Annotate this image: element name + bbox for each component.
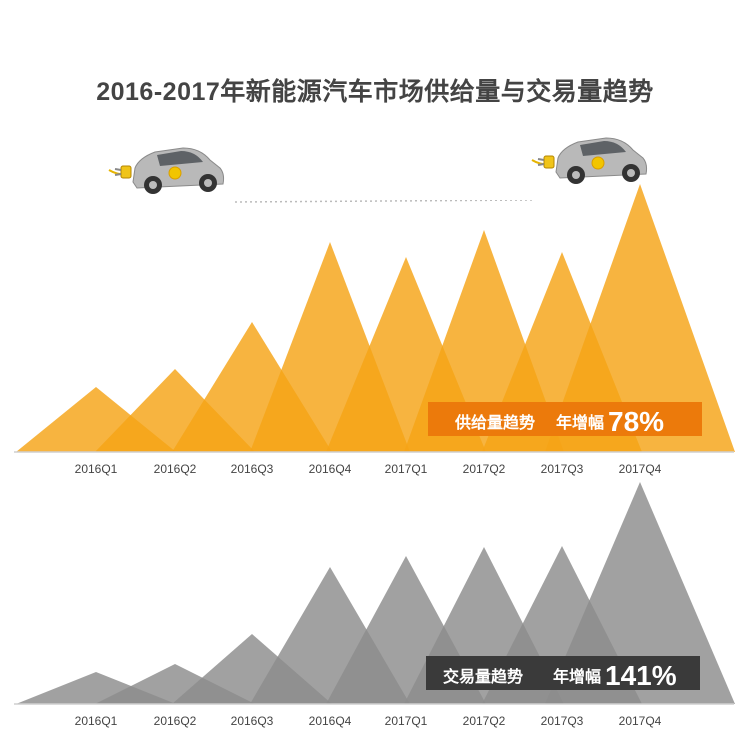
trade-growth-prefix: 年增幅: [553, 667, 601, 686]
trade-growth-value: 141%: [605, 660, 677, 691]
car-hub-front: [149, 181, 157, 189]
trade-tick-label: 2017Q4: [619, 714, 662, 728]
trade-tick-label: 2017Q2: [463, 714, 506, 728]
trade-tick-label: 2017Q3: [541, 714, 584, 728]
electric-car-right-icon: [531, 137, 648, 184]
car-emblem: [168, 166, 182, 180]
supply-tick-label: 2016Q2: [154, 462, 197, 476]
supply-tick-label: 2016Q4: [309, 462, 352, 476]
car-window: [580, 141, 626, 156]
supply-tick-label: 2017Q1: [385, 462, 428, 476]
supply-banner-background: [428, 402, 702, 436]
plug-head: [543, 155, 555, 169]
trade-chart: 2016Q1 2016Q2 2016Q3 2016Q4 2017Q1 2017Q2 2017…: [14, 482, 735, 728]
trade-tick-label: 2017Q1: [385, 714, 428, 728]
trade-peak-2017Q4: [545, 482, 735, 704]
plug-head: [120, 165, 132, 179]
supply-peak-2017Q4: [545, 184, 735, 452]
supply-banner-label: 供给量趋势: [454, 413, 535, 432]
supply-tick-label: 2017Q2: [463, 462, 506, 476]
supply-tick-label: 2017Q3: [541, 462, 584, 476]
plug-prongs: [114, 168, 122, 176]
supply-tick-label: 2016Q1: [75, 462, 118, 476]
car-emblem: [591, 156, 605, 170]
car-hub-front: [572, 171, 580, 179]
car-hub-rear: [204, 179, 212, 187]
page-title: 2016-2017年新能源汽车市场供给量与交易量趋势: [96, 78, 654, 106]
trade-tick-labels: 2016Q1 2016Q2 2016Q3 2016Q4 2017Q1 2017Q2 2017…: [75, 714, 662, 728]
trade-banner-label: 交易量趋势: [443, 667, 523, 686]
trade-tick-label: 2016Q1: [75, 714, 118, 728]
supply-tick-label: 2016Q3: [231, 462, 274, 476]
car-hub-rear: [627, 169, 635, 177]
trade-tick-label: 2016Q4: [309, 714, 352, 728]
supply-tick-label: 2017Q4: [619, 462, 662, 476]
plug-prongs: [537, 158, 545, 166]
car-window: [157, 151, 203, 166]
car-path-dotted-line: [235, 200, 535, 203]
supply-chart: 2016Q1 2016Q2 2016Q3 2016Q4 2017Q1 2017Q2 2017…: [14, 184, 735, 476]
trade-banner-background: [426, 656, 700, 690]
supply-tick-labels: 2016Q1 2016Q2 2016Q3 2016Q4 2017Q1 2017Q2 2017…: [75, 462, 662, 476]
trade-tick-label: 2016Q3: [231, 714, 274, 728]
supply-growth-value: 78%: [608, 406, 664, 437]
supply-growth-prefix: 年增幅: [556, 413, 604, 432]
electric-car-left-icon: [108, 147, 225, 194]
trade-tick-label: 2016Q2: [154, 714, 197, 728]
